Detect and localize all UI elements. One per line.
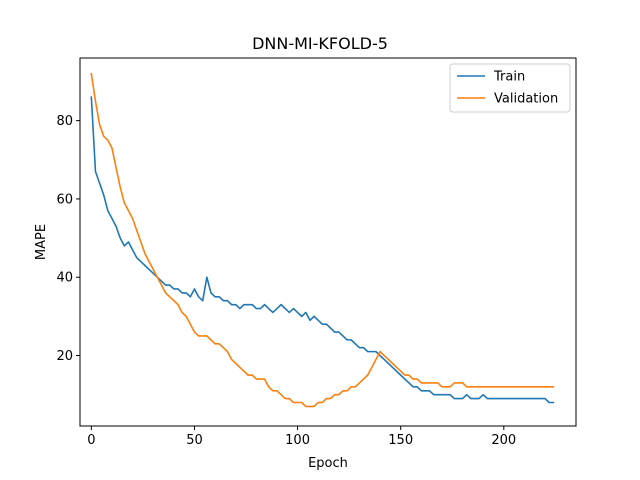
series-line-validation — [90, 72, 555, 408]
legend: Train Validation — [449, 63, 571, 113]
series-layer — [90, 72, 555, 408]
plot-frame — [79, 57, 577, 427]
chart-title: DNN-MI-KFOLD-5 — [252, 34, 388, 53]
y-tick-label: 60 — [56, 192, 73, 207]
legend-label-validation: Validation — [494, 92, 558, 107]
y-axis: 20 40 60 80 — [56, 114, 80, 364]
x-tick-label: 50 — [186, 433, 203, 448]
series-line-train — [90, 96, 555, 404]
x-tick-label: 100 — [285, 433, 310, 448]
x-tick-label: 0 — [87, 433, 95, 448]
y-tick-label: 40 — [56, 271, 73, 286]
y-axis-title: MAPE — [34, 224, 49, 260]
y-tick-label: 80 — [56, 114, 73, 129]
x-axis: 0 50 100 150 200 — [87, 426, 516, 448]
legend-label-train: Train — [493, 70, 525, 85]
y-tick-label: 20 — [56, 349, 73, 364]
x-tick-label: 150 — [388, 433, 413, 448]
x-tick-label: 200 — [491, 433, 516, 448]
x-axis-title: Epoch — [308, 456, 348, 471]
